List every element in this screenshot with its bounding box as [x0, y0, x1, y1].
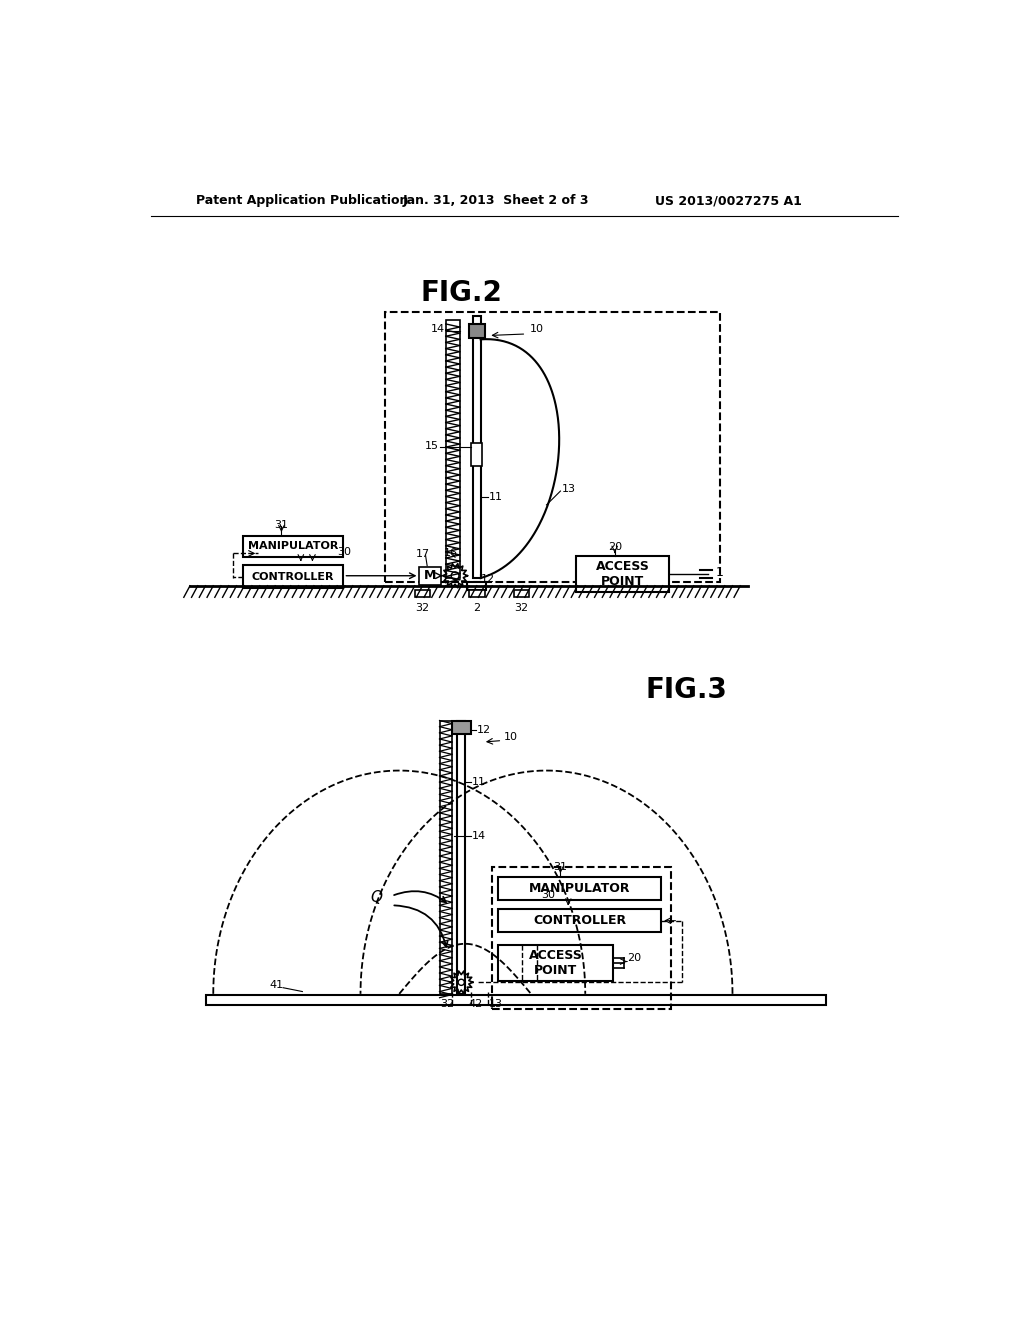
- Text: 30: 30: [337, 546, 351, 557]
- Text: 10: 10: [529, 325, 544, 334]
- Text: 32: 32: [416, 603, 429, 612]
- Text: MANIPULATOR: MANIPULATOR: [529, 882, 631, 895]
- Text: M: M: [424, 569, 436, 582]
- Text: 20: 20: [627, 953, 641, 962]
- Text: 32: 32: [515, 603, 528, 612]
- Circle shape: [452, 572, 459, 579]
- Bar: [493, 867, 671, 1010]
- Bar: [452, 721, 471, 734]
- Text: 12: 12: [480, 574, 495, 583]
- Bar: [243, 565, 343, 589]
- Text: 42: 42: [468, 999, 482, 1008]
- Text: 20: 20: [607, 543, 622, 552]
- Text: US 2013/0027275 A1: US 2013/0027275 A1: [655, 194, 802, 207]
- Text: 12: 12: [477, 725, 490, 735]
- Bar: [514, 590, 529, 598]
- Circle shape: [458, 979, 464, 985]
- Bar: [439, 721, 452, 994]
- Bar: [473, 317, 480, 578]
- Text: CONTROLLER: CONTROLLER: [252, 572, 334, 582]
- Text: 31: 31: [274, 520, 289, 529]
- Bar: [458, 721, 465, 994]
- Text: Q: Q: [370, 890, 382, 906]
- Text: MANIPULATOR: MANIPULATOR: [248, 541, 338, 552]
- Bar: [206, 995, 825, 1005]
- Text: CONTROLLER: CONTROLLER: [534, 915, 627, 927]
- Text: 31: 31: [553, 862, 567, 871]
- Bar: [469, 590, 484, 598]
- Text: 10: 10: [504, 733, 518, 742]
- Text: Patent Application Publication: Patent Application Publication: [197, 194, 409, 207]
- Text: 14: 14: [431, 325, 445, 334]
- Text: 17: 17: [416, 549, 430, 560]
- Text: 30: 30: [541, 890, 555, 899]
- Bar: [499, 909, 662, 932]
- Text: 13: 13: [562, 484, 575, 495]
- Bar: [499, 876, 662, 900]
- Bar: [467, 582, 486, 590]
- Text: 32: 32: [440, 999, 455, 1008]
- Text: 2: 2: [473, 603, 480, 612]
- Text: FIG.3: FIG.3: [645, 676, 727, 704]
- Text: ACCESS
POINT: ACCESS POINT: [596, 560, 649, 589]
- Text: ACCESS
POINT: ACCESS POINT: [528, 949, 583, 977]
- Bar: [469, 323, 484, 338]
- Text: 14: 14: [472, 832, 486, 841]
- Bar: [420, 566, 441, 585]
- Text: 11: 11: [472, 777, 486, 787]
- Text: FIG.2: FIG.2: [420, 279, 502, 308]
- Bar: [243, 536, 343, 557]
- Text: 16: 16: [444, 548, 458, 557]
- Bar: [385, 313, 720, 582]
- Bar: [415, 590, 430, 598]
- Text: 1: 1: [716, 566, 723, 579]
- Text: Jan. 31, 2013  Sheet 2 of 3: Jan. 31, 2013 Sheet 2 of 3: [403, 194, 590, 207]
- Bar: [499, 945, 613, 981]
- Bar: [575, 557, 669, 591]
- Text: 15: 15: [425, 441, 439, 450]
- Bar: [471, 444, 482, 466]
- Text: 11: 11: [488, 492, 503, 502]
- Text: 13: 13: [489, 999, 503, 1008]
- Bar: [445, 321, 460, 578]
- Text: 41: 41: [269, 979, 284, 990]
